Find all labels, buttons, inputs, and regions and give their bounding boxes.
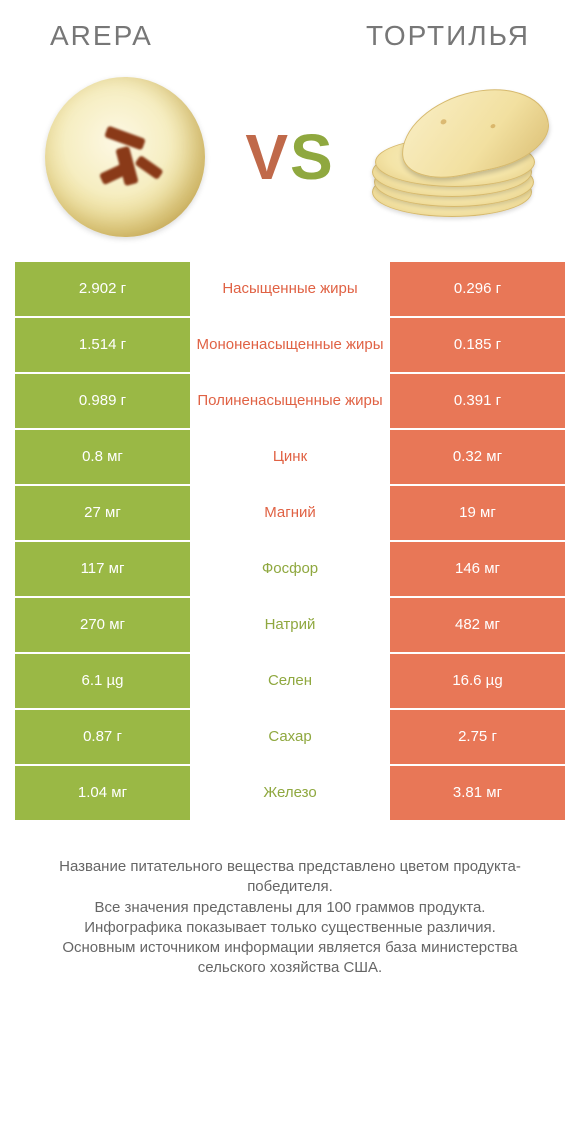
vs-s: S xyxy=(290,121,335,193)
value-right: 482 мг xyxy=(390,598,565,652)
value-right: 146 мг xyxy=(390,542,565,596)
table-row: 117 мгФосфор146 мг xyxy=(15,542,565,598)
table-row: 27 мгМагний19 мг xyxy=(15,486,565,542)
images-row: VS xyxy=(0,62,580,262)
value-left: 2.902 г xyxy=(15,262,190,316)
table-row: 270 мгНатрий482 мг xyxy=(15,598,565,654)
arepa-image xyxy=(40,72,210,242)
vs-label: VS xyxy=(245,120,334,194)
nutrient-label: Магний xyxy=(190,486,390,540)
value-left: 117 мг xyxy=(15,542,190,596)
value-right: 0.391 г xyxy=(390,374,565,428)
value-right: 2.75 г xyxy=(390,710,565,764)
title-left: AREPA xyxy=(50,20,153,52)
title-right: ТОРТИЛЬЯ xyxy=(366,20,530,52)
nutrient-label: Сахар xyxy=(190,710,390,764)
nutrient-label: Фосфор xyxy=(190,542,390,596)
value-left: 0.8 мг xyxy=(15,430,190,484)
table-row: 2.902 гНасыщенные жиры0.296 г xyxy=(15,262,565,318)
value-right: 19 мг xyxy=(390,486,565,540)
value-left: 1.514 г xyxy=(15,318,190,372)
value-left: 27 мг xyxy=(15,486,190,540)
nutrient-label: Полиненасыщенные жиры xyxy=(190,374,390,428)
header: AREPA ТОРТИЛЬЯ xyxy=(0,0,580,62)
value-right: 0.185 г xyxy=(390,318,565,372)
nutrient-label: Насыщенные жиры xyxy=(190,262,390,316)
value-right: 0.32 мг xyxy=(390,430,565,484)
value-left: 0.87 г xyxy=(15,710,190,764)
table-row: 0.8 мгЦинк0.32 мг xyxy=(15,430,565,486)
value-left: 270 мг xyxy=(15,598,190,652)
table-row: 1.04 мгЖелезо3.81 мг xyxy=(15,766,565,822)
comparison-table: 2.902 гНасыщенные жиры0.296 г1.514 гМоно… xyxy=(0,262,580,822)
value-left: 1.04 мг xyxy=(15,766,190,820)
nutrient-label: Селен xyxy=(190,654,390,708)
footer-note: Название питательного вещества представл… xyxy=(0,822,580,979)
nutrient-label: Железо xyxy=(190,766,390,820)
table-row: 0.989 гПолиненасыщенные жиры0.391 г xyxy=(15,374,565,430)
tortilla-image xyxy=(370,72,540,242)
value-right: 0.296 г xyxy=(390,262,565,316)
value-right: 3.81 мг xyxy=(390,766,565,820)
vs-v: V xyxy=(245,121,290,193)
table-row: 1.514 гМононенасыщенные жиры0.185 г xyxy=(15,318,565,374)
nutrient-label: Мононенасыщенные жиры xyxy=(190,318,390,372)
value-left: 0.989 г xyxy=(15,374,190,428)
table-row: 0.87 гСахар2.75 г xyxy=(15,710,565,766)
nutrient-label: Цинк xyxy=(190,430,390,484)
value-left: 6.1 µg xyxy=(15,654,190,708)
nutrient-label: Натрий xyxy=(190,598,390,652)
table-row: 6.1 µgСелен16.6 µg xyxy=(15,654,565,710)
value-right: 16.6 µg xyxy=(390,654,565,708)
